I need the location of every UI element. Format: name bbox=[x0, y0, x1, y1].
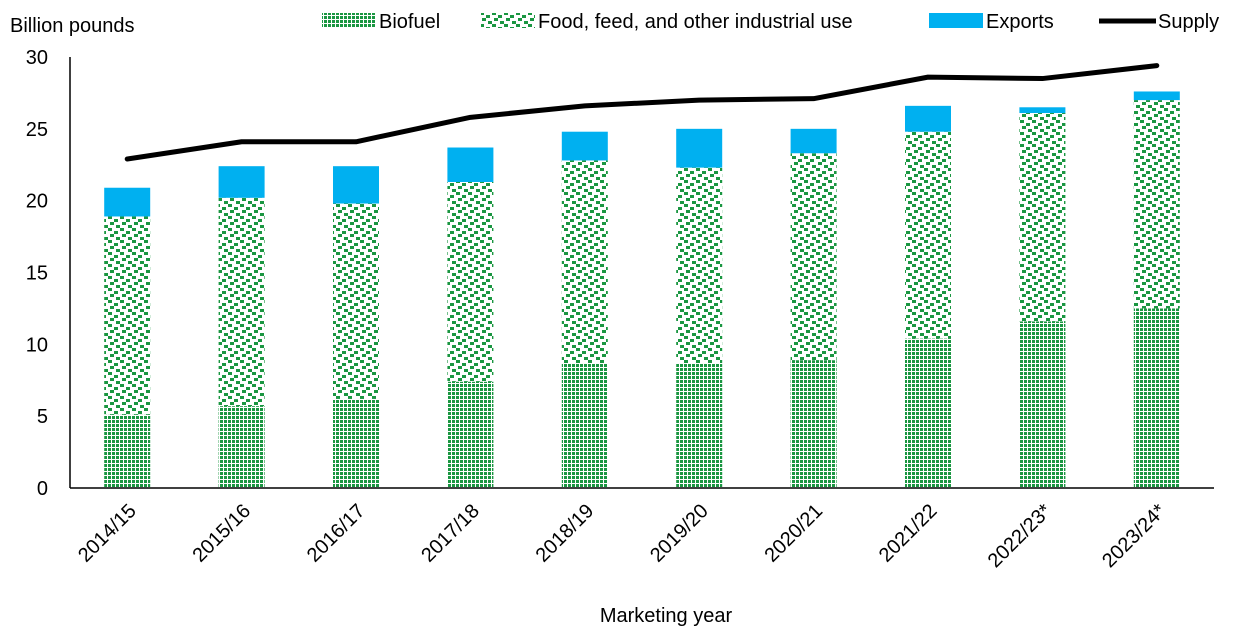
axes bbox=[69, 57, 1214, 489]
x-tick-label: 2015/16 bbox=[188, 500, 255, 567]
bar-food-feed-industrial bbox=[104, 216, 151, 415]
bar-exports bbox=[561, 131, 608, 161]
x-tick-label: 2021/22 bbox=[875, 500, 942, 567]
bar-exports bbox=[447, 147, 494, 182]
y-axis-ticks: 0 5 10 15 20 25 30 bbox=[26, 47, 48, 500]
x-tick-label: 2022/23* bbox=[984, 500, 1056, 572]
bar-food-feed-industrial bbox=[905, 131, 951, 339]
y-tick-label: 30 bbox=[26, 47, 48, 69]
bar-exports bbox=[333, 166, 379, 204]
bar-exports bbox=[676, 128, 723, 168]
x-tick-label: 2014/15 bbox=[74, 500, 141, 567]
bar-biofuel bbox=[218, 406, 265, 488]
bar-biofuel bbox=[905, 338, 951, 488]
bar-biofuel bbox=[790, 360, 837, 488]
y-tick-label: 25 bbox=[26, 119, 48, 141]
y-tick-label: 0 bbox=[37, 478, 48, 500]
bar-food-feed-industrial bbox=[1133, 100, 1180, 309]
bar-food-feed-industrial bbox=[218, 197, 265, 407]
bar-food-feed-industrial bbox=[676, 167, 723, 364]
bar-biofuel bbox=[676, 363, 723, 488]
supply-line bbox=[124, 63, 1160, 162]
x-tick-label: 2019/20 bbox=[646, 500, 713, 567]
y-tick-label: 5 bbox=[37, 406, 48, 428]
bar-biofuel bbox=[447, 381, 494, 488]
bar-food-feed-industrial bbox=[790, 153, 837, 361]
bar-biofuel bbox=[561, 363, 608, 488]
legend-swatch-food bbox=[481, 13, 535, 28]
x-tick-label: 2020/21 bbox=[760, 500, 827, 567]
bar-biofuel bbox=[333, 398, 379, 488]
x-tick-label: 2016/17 bbox=[303, 500, 370, 567]
legend-label-biofuel: Biofuel bbox=[379, 11, 440, 33]
x-axis-label: Marketing year bbox=[600, 605, 733, 627]
bar-exports bbox=[1019, 107, 1066, 114]
legend-label-exports: Exports bbox=[986, 11, 1054, 33]
y-tick-label: 20 bbox=[26, 191, 48, 213]
bar-food-feed-industrial bbox=[1019, 113, 1066, 322]
legend-label-food: Food, feed, and other industrial use bbox=[538, 11, 853, 33]
bar-biofuel bbox=[1133, 308, 1180, 488]
bar-exports bbox=[104, 187, 151, 217]
bar-food-feed-industrial bbox=[333, 203, 379, 399]
x-axis-ticks: 2014/15 2015/16 2016/17 2017/18 2018/19 2019/… bbox=[74, 500, 1170, 572]
legend: Biofuel Food, feed, and other industrial… bbox=[322, 11, 1219, 33]
supply-line-group bbox=[124, 63, 1160, 162]
y-axis-label: Billion pounds bbox=[10, 15, 135, 37]
legend-swatch-exports bbox=[929, 13, 983, 28]
bar-food-feed-industrial bbox=[561, 160, 608, 364]
legend-swatch-biofuel bbox=[322, 13, 376, 28]
x-tick-label: 2017/18 bbox=[417, 500, 484, 567]
bar-biofuel bbox=[1019, 321, 1066, 488]
legend-label-supply: Supply bbox=[1158, 11, 1219, 33]
x-tick-label: 2023/24* bbox=[1098, 500, 1170, 572]
bar-biofuel bbox=[104, 414, 151, 488]
bar-exports bbox=[218, 166, 265, 198]
y-tick-label: 10 bbox=[26, 334, 48, 356]
bars bbox=[104, 91, 1180, 488]
bar-exports bbox=[905, 105, 951, 132]
bar-exports bbox=[1133, 91, 1180, 101]
bar-food-feed-industrial bbox=[447, 181, 494, 382]
x-tick-label: 2018/19 bbox=[532, 500, 599, 567]
bar-exports bbox=[790, 128, 837, 154]
y-tick-label: 15 bbox=[26, 263, 48, 285]
